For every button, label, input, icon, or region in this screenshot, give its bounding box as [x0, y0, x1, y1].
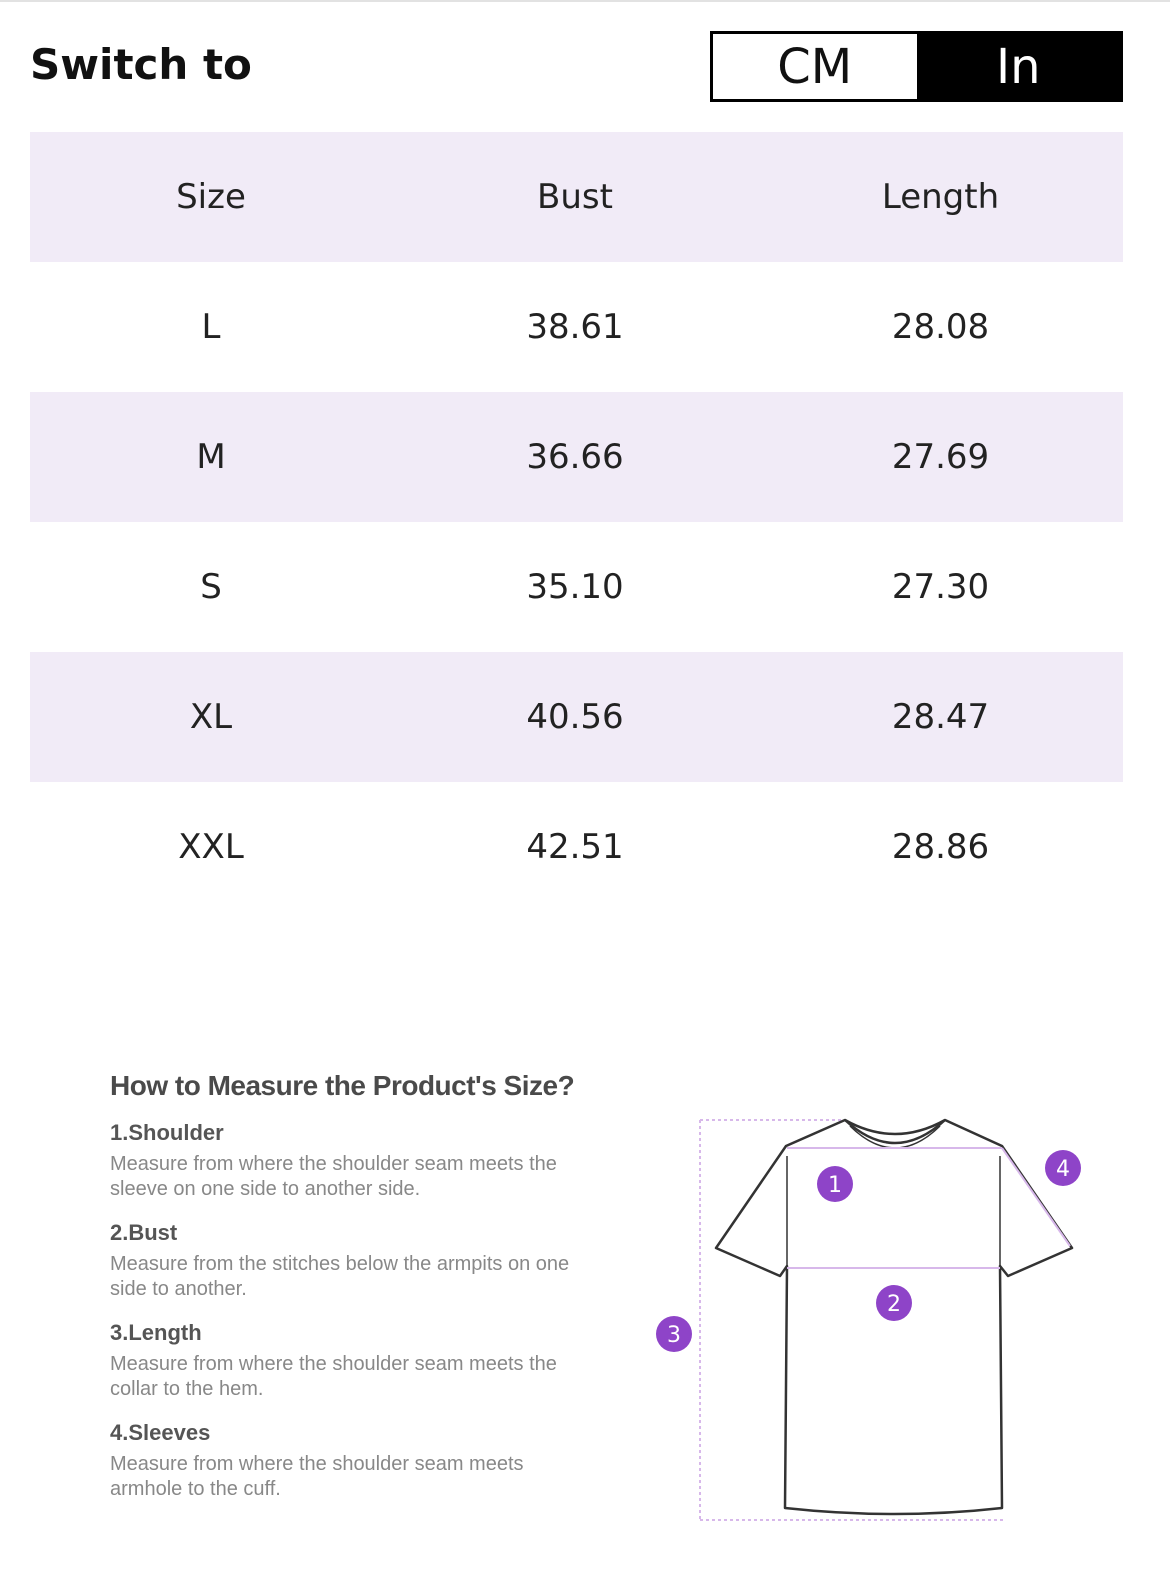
column-header-size: Size	[176, 177, 246, 217]
step-description: Measure from where the shoulder seam mee…	[110, 1353, 557, 1400]
size-cell: XXL	[178, 827, 244, 867]
length-cell: 28.86	[891, 827, 990, 867]
table-row: S 35.10 27.30	[30, 522, 1123, 652]
unit-option-in[interactable]: In	[916, 34, 1120, 99]
column-header-bust: Bust	[537, 177, 613, 217]
top-divider	[0, 0, 1170, 2]
length-cell: 27.69	[891, 437, 990, 477]
tshirt-measure-diagram: 1 2 3 4	[656, 1118, 1081, 1521]
step-description: Measure from where the shoulder seam mee…	[110, 1153, 557, 1200]
guide-title: How to Measure the Product's Size?	[110, 1070, 575, 1101]
step-title: 4.Sleeves	[110, 1420, 211, 1445]
bust-cell: 36.66	[526, 437, 624, 477]
switch-to-label: Switch to	[30, 40, 252, 89]
marker-3-icon: 3	[656, 1316, 692, 1352]
marker-4-label: 4	[1056, 1157, 1070, 1182]
size-table: Size Bust Length L 38.61 28.08 M 36.66 2…	[30, 132, 1123, 912]
table-header-row: Size Bust Length	[30, 132, 1123, 262]
marker-1-icon: 1	[817, 1166, 853, 1202]
bust-cell: 38.61	[526, 307, 624, 347]
step-title: 1.Shoulder	[110, 1120, 224, 1145]
marker-1-label: 1	[828, 1173, 842, 1198]
guide-step-bust: 2.Bust Measure from the stitches below t…	[110, 1220, 630, 1302]
guide-step-shoulder: 1.Shoulder Measure from where the should…	[110, 1120, 630, 1202]
length-cell: 28.08	[891, 307, 990, 347]
step-title: 2.Bust	[110, 1220, 178, 1245]
step-description: Measure from where the shoulder seam mee…	[110, 1453, 524, 1500]
size-cell: XL	[189, 697, 233, 737]
table-row: L 38.61 28.08	[30, 262, 1123, 392]
table-row: XXL 42.51 28.86	[30, 782, 1123, 912]
length-cell: 27.30	[891, 567, 990, 607]
sleeve-guide-line	[1001, 1147, 1071, 1247]
marker-4-icon: 4	[1045, 1150, 1081, 1186]
guide-step-sleeves: 4.Sleeves Measure from where the shoulde…	[110, 1420, 630, 1502]
collar-line	[844, 1119, 946, 1145]
step-description: Measure from the stitches below the armp…	[110, 1253, 570, 1300]
marker-3-label: 3	[667, 1323, 681, 1348]
unit-toggle: CM In	[710, 31, 1123, 102]
step-title: 3.Length	[110, 1320, 202, 1345]
unit-option-cm[interactable]: CM	[713, 34, 917, 99]
marker-2-label: 2	[887, 1292, 901, 1317]
table-row: M 36.66 27.69	[30, 392, 1123, 522]
bust-cell: 35.10	[526, 567, 624, 607]
measure-guide: How to Measure the Product's Size? 1.Sho…	[110, 1070, 630, 1520]
size-cell: M	[196, 437, 226, 477]
size-cell: L	[201, 307, 221, 347]
table-row: XL 40.56 28.47	[30, 652, 1123, 782]
marker-2-icon: 2	[876, 1285, 912, 1321]
size-cell: S	[200, 567, 222, 607]
column-header-length: Length	[881, 177, 1000, 217]
bust-cell: 42.51	[526, 827, 624, 867]
length-cell: 28.47	[891, 697, 990, 737]
bust-cell: 40.56	[526, 697, 624, 737]
guide-step-length: 3.Length Measure from where the shoulder…	[110, 1320, 630, 1402]
